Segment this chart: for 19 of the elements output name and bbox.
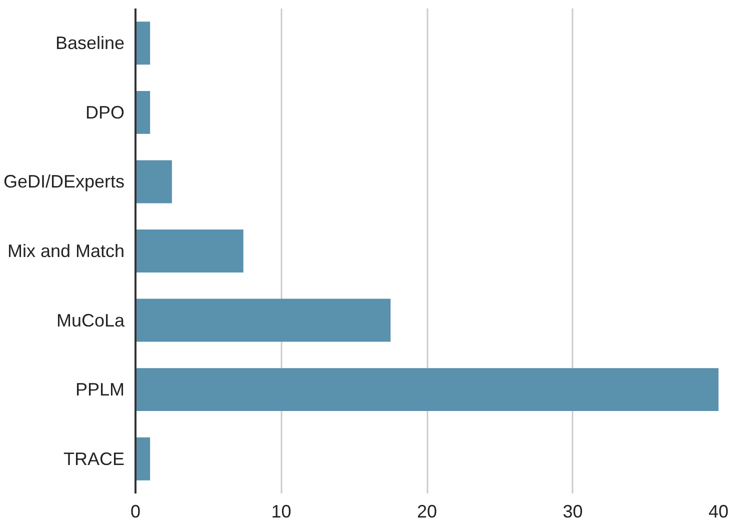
bar: [136, 90, 150, 134]
bar: [136, 437, 150, 480]
bar: [136, 298, 391, 342]
y-tick-label: MuCoLa: [56, 310, 126, 330]
bar: [136, 22, 150, 65]
x-tick-label: 20: [416, 502, 438, 520]
bar: [136, 230, 244, 272]
x-tick-label: 30: [562, 502, 583, 520]
bar: [136, 160, 172, 204]
y-tick-label: Baseline: [55, 33, 124, 54]
y-tick-label: DPO: [85, 102, 125, 122]
y-tick-label: PPLM: [75, 380, 125, 400]
x-tick-label: 0: [130, 502, 141, 520]
y-tick-label: GeDI/DExperts: [3, 172, 125, 192]
bar: [136, 368, 718, 412]
x-tick-label: 40: [708, 502, 729, 520]
x-tick-label: 10: [271, 502, 292, 520]
y-tick-label: Mix and Match: [7, 241, 125, 261]
y-tick-label: TRACE: [63, 448, 125, 469]
